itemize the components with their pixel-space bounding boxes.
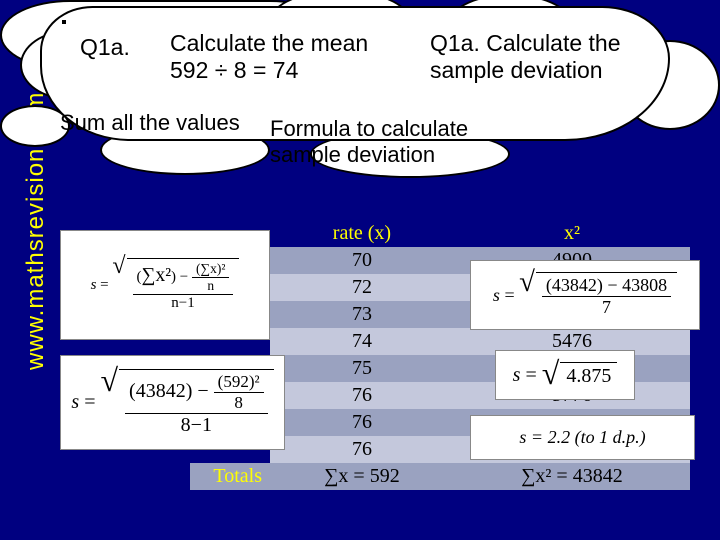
- question-label: Q1a.: [80, 34, 130, 61]
- calc-mean-text: Calculate the mean 592 ÷ 8 = 74: [170, 30, 410, 84]
- formula-substituted-2: s = √ (43842) − 43808 7: [470, 260, 700, 330]
- table-totals-row: Totals ∑x = 592 ∑x² = 43842: [190, 463, 690, 490]
- sum-x2: ∑x² = 43842: [454, 463, 690, 490]
- totals-label: Totals: [190, 463, 270, 490]
- calc-mean-line1: Calculate the mean: [170, 30, 368, 56]
- formula-result: s = 2.2 (to 1 d.p.): [470, 415, 695, 460]
- calc-mean-line2: 592 ÷ 8 = 74: [170, 57, 298, 83]
- sum-x: ∑x = 592: [270, 463, 454, 490]
- calc-deviation-text: Q1a. Calculate the sample deviation: [430, 30, 660, 84]
- formula-label-line2: sample deviation: [270, 142, 435, 167]
- formula-generic-sd: s = √ (∑x²) − (∑x)²n n−1: [60, 230, 270, 340]
- formula-label-text: Formula to calculate sample deviation: [270, 116, 570, 168]
- formula-label-line1: Formula to calculate: [270, 116, 468, 141]
- sum-values-text: Sum all the values: [60, 110, 240, 136]
- calc-dev-line1: Q1a. Calculate the: [430, 30, 621, 56]
- col-header-x: rate (x): [270, 220, 454, 247]
- formula-sqrt-value: s = √4.875: [495, 350, 635, 400]
- calc-dev-line2: sample deviation: [430, 57, 603, 83]
- col-header-x2: x²: [454, 220, 690, 247]
- formula-substituted-1: s = √ (43842) − (592)²8 8−1: [60, 355, 285, 450]
